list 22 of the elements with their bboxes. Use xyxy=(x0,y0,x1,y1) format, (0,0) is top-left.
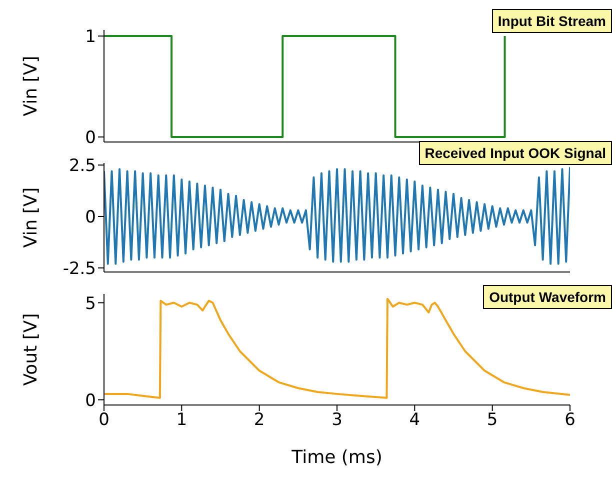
y-tick-label: 5 xyxy=(85,294,96,314)
y-tick-label: 0 xyxy=(85,208,96,228)
x-tick-label: 0 xyxy=(98,410,110,430)
x-axis-title: Time (ms) xyxy=(290,447,382,468)
y-axis-title: Vin [V] xyxy=(20,187,42,248)
y-tick-label: 2.5 xyxy=(68,156,96,176)
y-axis-title: Vout [V] xyxy=(20,313,42,386)
x-tick-label: 4 xyxy=(409,410,420,430)
chart-title: Input Bit Stream xyxy=(492,9,612,33)
chart-title: Received Input OOK Signal xyxy=(418,141,612,165)
x-tick-label: 2 xyxy=(254,410,265,430)
x-tick-label: 5 xyxy=(486,410,498,430)
chart-title: Output Waveform xyxy=(483,285,612,309)
x-tick-label: 3 xyxy=(332,410,342,430)
x-tick-label: 6 xyxy=(564,410,576,430)
y-tick-label: -2.5 xyxy=(62,258,96,279)
y-tick-label: 0 xyxy=(85,128,96,148)
y-tick-label: 0 xyxy=(85,390,96,411)
y-tick-label: 1 xyxy=(85,27,96,48)
line-series xyxy=(104,166,570,265)
y-axis-title: Vin [V] xyxy=(20,56,42,116)
x-tick-label: 1 xyxy=(176,410,188,430)
